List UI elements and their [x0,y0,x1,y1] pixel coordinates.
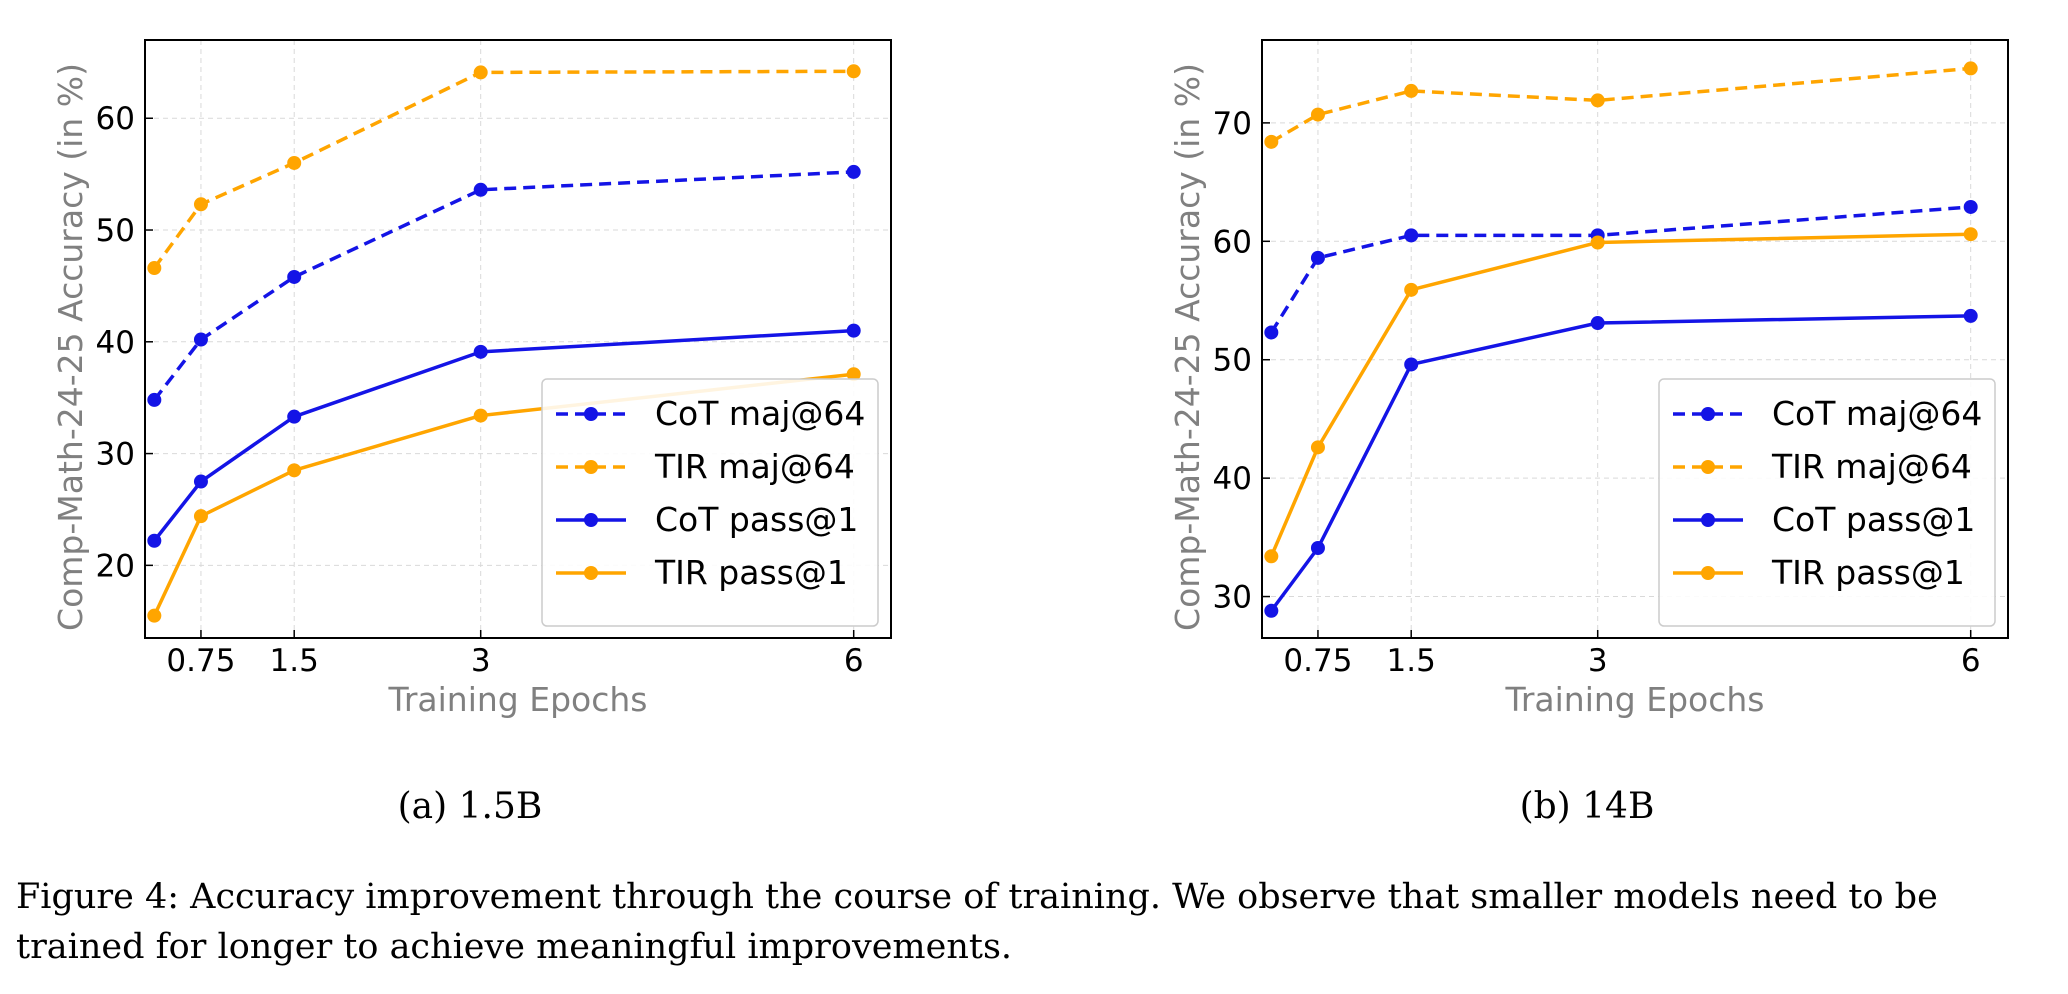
series-line [152,170,854,401]
y-tick-label: 60 [96,101,135,137]
y-tick-label: 20 [96,548,135,584]
data-point [1963,199,1978,214]
data-point [1264,325,1279,340]
data-point [1264,549,1279,564]
legend-label: CoT pass@1 [1772,500,1975,539]
data-point [193,509,208,524]
subcaption: (a) 1.5B [398,786,543,827]
y-tick-label: 30 [96,437,135,473]
x-tick-label: 1.5 [270,643,319,679]
legend-marker [1701,460,1715,474]
data-point [1963,227,1978,242]
data-point [1404,282,1419,297]
legend-box [1658,378,1996,627]
x-tick-label: 3 [1588,643,1608,679]
legend-label: CoT maj@64 [1772,394,1982,433]
data-point [846,323,861,338]
y-axis-title: Comp-Math-24-25 Accuracy (in %) [51,63,90,631]
data-point [1310,107,1325,122]
data-point [1404,83,1419,98]
series-line [1270,66,1971,144]
data-point [1590,316,1605,331]
chart-2: 0.75 1.5 3 6 30 40 50 60 70 Training Epochs Comp-M… [1168,39,2009,719]
x-tick-label: 0.75 [1283,643,1352,679]
x-tick-label: 3 [471,643,491,679]
y-tick-label: 60 [1213,224,1252,260]
legend: CoT maj@64 TIR maj@64 CoT pass@1 TIR pass@1 [541,378,879,627]
data-point [287,155,302,170]
data-point [473,182,488,197]
legend-marker [584,513,598,527]
legend-marker [1701,566,1715,580]
data-point [147,608,162,623]
legend-box [541,378,879,627]
legend-label: TIR pass@1 [654,553,848,592]
legend-label: TIR maj@64 [654,447,855,486]
x-tick-label: 0.75 [166,643,235,679]
x-tick-label: 6 [1961,643,1981,679]
data-point [846,164,861,179]
legend-marker [584,407,598,421]
x-tick-label: 6 [844,643,864,679]
figure: 0.75 1.5 3 6 20 30 40 50 60 Training Epochs Comp-M… [51,39,2009,827]
data-point [287,269,302,284]
y-axis-title: Comp-Math-24-25 Accuracy (in %) [1168,63,1207,631]
data-point [473,65,488,80]
data-point [846,64,861,79]
data-point [287,463,302,478]
legend-label: TIR pass@1 [1771,553,1965,592]
data-point [1310,250,1325,265]
data-point [193,197,208,212]
subcaption: (b) 14B [1520,786,1655,827]
series-line [1269,205,1971,334]
y-tick-label: 30 [1213,580,1252,616]
chart-1: 0.75 1.5 3 6 20 30 40 50 60 Training Epochs Comp-M… [51,39,892,719]
legend-marker [584,460,598,474]
plot-frame [1261,39,2009,639]
data-point [1264,603,1279,618]
figure-caption: Figure 4: Accuracy improvement through t… [16,877,1938,967]
plot-frame [144,39,892,639]
series-line [152,69,854,270]
data-point [1264,134,1279,149]
data-point [473,344,488,359]
data-point [287,409,302,424]
data-point [846,367,861,382]
legend: CoT maj@64 TIR maj@64 CoT pass@1 TIR pass@1 [1658,378,1996,627]
data-point [1590,93,1605,108]
x-axis-title: Training Epochs [1505,680,1765,719]
data-point [147,533,162,548]
data-point [1404,357,1419,372]
data-point [473,408,488,423]
data-point [1590,235,1605,250]
data-point [147,261,162,276]
x-tick-label: 1.5 [1387,643,1436,679]
data-point [1310,541,1325,556]
legend-marker [1701,407,1715,421]
data-point [1963,308,1978,323]
data-point [147,392,162,407]
x-axis-title: Training Epochs [388,680,648,719]
legend-label: CoT maj@64 [655,394,865,433]
legend-marker [584,566,598,580]
legend-marker [1701,513,1715,527]
y-tick-label: 40 [96,325,135,361]
y-tick-label: 70 [1213,106,1252,142]
data-point [193,332,208,347]
data-point [1963,61,1978,76]
y-tick-label: 40 [1213,461,1252,497]
y-tick-label: 50 [1213,343,1252,379]
legend-label: CoT pass@1 [655,500,858,539]
data-point [1404,228,1419,243]
y-tick-label: 50 [96,213,135,249]
data-point [193,474,208,489]
data-point [1310,440,1325,455]
legend-label: TIR maj@64 [1771,447,1972,486]
